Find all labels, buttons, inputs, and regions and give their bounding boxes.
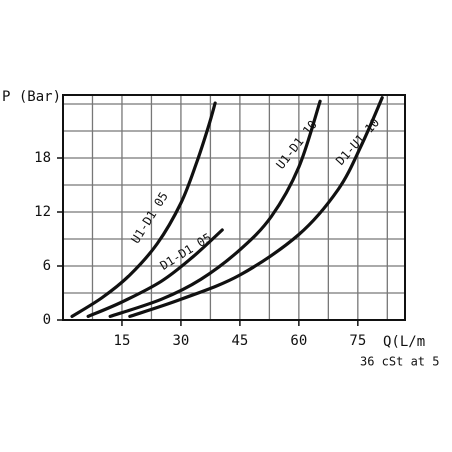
curve [70,101,217,318]
x-tick-label: 15 [114,333,131,349]
curve [128,96,384,318]
x-tick-label: 45 [231,333,248,349]
x-tick-label: 75 [349,333,366,349]
plot-frame [62,94,406,321]
x-axis-label: Q(L/m [383,334,425,350]
x-tick-label: 30 [173,333,190,349]
curve [86,228,224,318]
y-tick-label: 12 [34,204,51,220]
note: 36 cSt at 5 [360,355,439,369]
y-tick-label: 6 [43,258,51,274]
y-axis-label: P (Bar) [2,89,61,105]
x-tick-label: 60 [290,333,307,349]
y-tick-label: 18 [34,150,51,166]
curve [108,99,322,318]
y-tick-label: 0 [43,312,51,328]
